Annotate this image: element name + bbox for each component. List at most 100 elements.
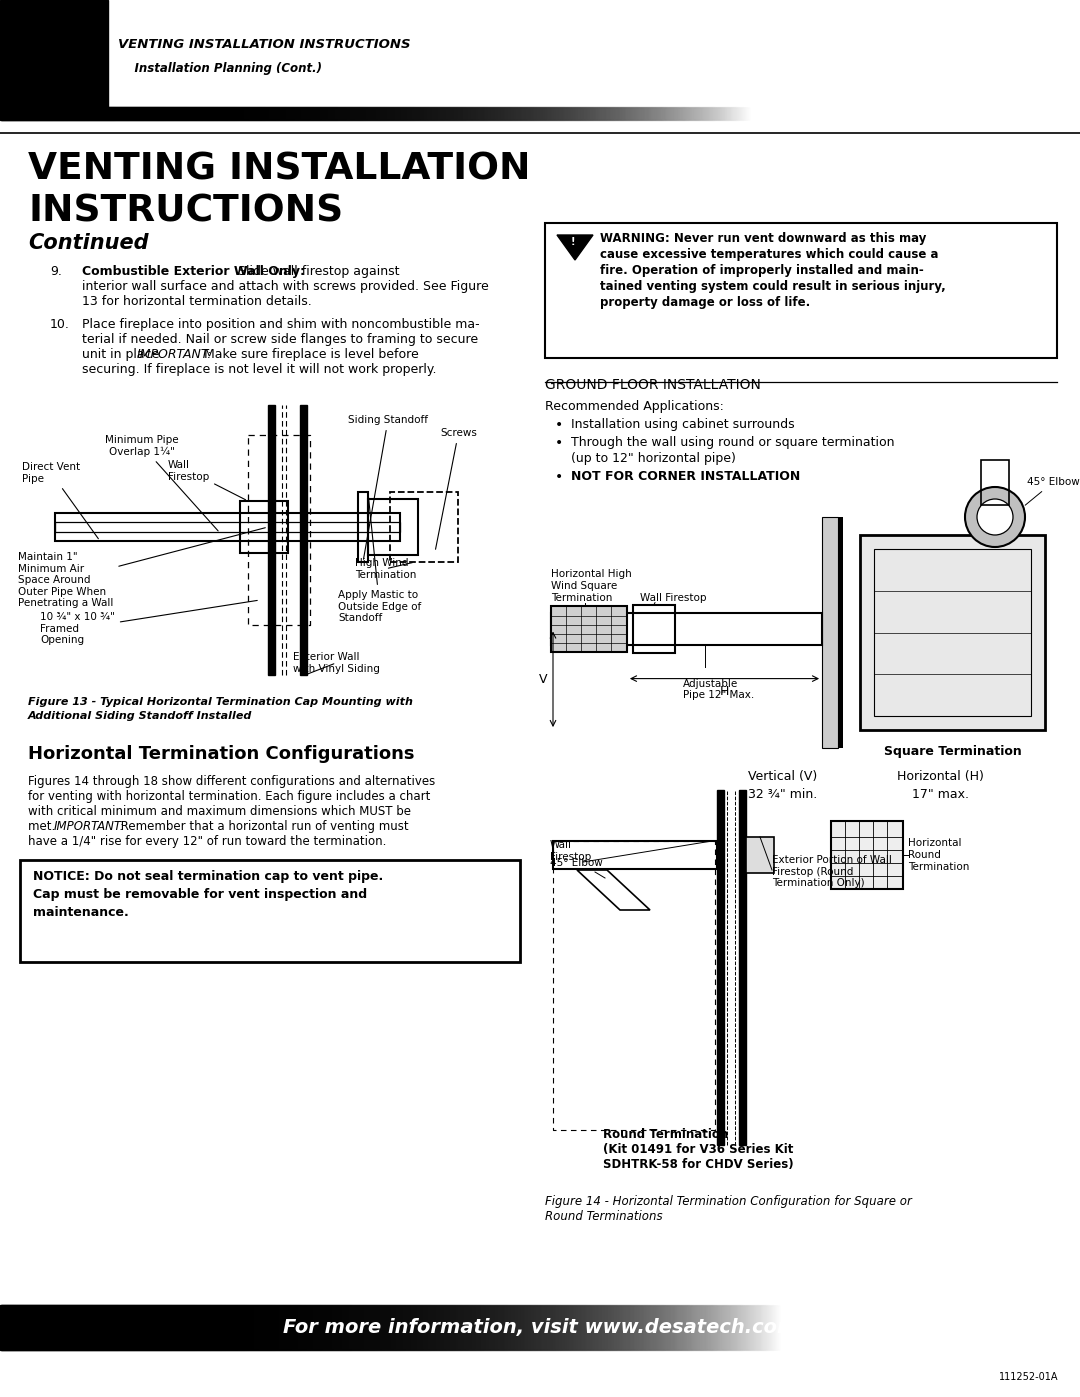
Bar bbox=[902, 1305, 904, 1350]
Bar bbox=[575, 1305, 577, 1350]
Bar bbox=[26, 108, 27, 120]
Bar bbox=[662, 108, 663, 120]
Bar bbox=[719, 108, 720, 120]
Bar bbox=[295, 1305, 297, 1350]
Bar bbox=[551, 613, 822, 644]
Bar bbox=[13, 1305, 14, 1350]
Bar bbox=[191, 1305, 192, 1350]
Bar bbox=[420, 1305, 421, 1350]
Bar bbox=[86, 108, 87, 120]
Bar bbox=[592, 108, 594, 120]
Bar bbox=[120, 1305, 121, 1350]
Bar bbox=[306, 1305, 308, 1350]
Bar bbox=[59, 1305, 60, 1350]
Bar bbox=[319, 108, 321, 120]
Bar bbox=[54, 108, 55, 120]
Bar bbox=[754, 1305, 756, 1350]
Bar bbox=[551, 108, 553, 120]
Bar bbox=[338, 1305, 339, 1350]
Bar bbox=[954, 108, 956, 120]
Bar bbox=[278, 108, 280, 120]
Bar bbox=[32, 108, 33, 120]
Bar bbox=[882, 1305, 883, 1350]
Bar bbox=[828, 108, 829, 120]
Bar bbox=[746, 1305, 747, 1350]
Bar bbox=[476, 108, 477, 120]
Bar bbox=[824, 108, 825, 120]
Bar bbox=[388, 1305, 390, 1350]
Bar bbox=[726, 1305, 728, 1350]
Bar bbox=[211, 108, 213, 120]
Bar bbox=[79, 1305, 81, 1350]
Bar bbox=[53, 108, 54, 120]
Bar bbox=[832, 108, 834, 120]
Bar bbox=[604, 1305, 606, 1350]
Bar bbox=[438, 1305, 440, 1350]
Bar bbox=[132, 1305, 134, 1350]
Bar bbox=[926, 108, 928, 120]
Bar bbox=[599, 108, 600, 120]
Bar bbox=[509, 108, 511, 120]
Bar bbox=[87, 108, 89, 120]
Bar bbox=[705, 108, 706, 120]
Bar bbox=[589, 1305, 591, 1350]
Bar bbox=[1066, 108, 1067, 120]
Bar bbox=[1038, 1305, 1039, 1350]
Bar bbox=[531, 108, 532, 120]
Bar bbox=[192, 1305, 193, 1350]
Bar bbox=[337, 108, 338, 120]
Bar bbox=[50, 108, 52, 120]
Bar bbox=[762, 108, 764, 120]
Bar bbox=[173, 1305, 175, 1350]
Bar bbox=[1063, 1305, 1065, 1350]
Bar bbox=[789, 108, 792, 120]
Bar bbox=[1068, 108, 1069, 120]
Bar bbox=[368, 108, 369, 120]
Bar bbox=[609, 108, 610, 120]
Bar bbox=[190, 1305, 191, 1350]
Bar bbox=[451, 108, 453, 120]
Bar bbox=[259, 108, 260, 120]
Bar bbox=[285, 108, 286, 120]
Bar bbox=[829, 108, 831, 120]
Bar bbox=[94, 1305, 95, 1350]
Text: Combustible Exterior Wall Only:: Combustible Exterior Wall Only: bbox=[82, 265, 305, 278]
Bar bbox=[582, 108, 583, 120]
Bar bbox=[951, 1305, 954, 1350]
Bar bbox=[568, 108, 569, 120]
Bar bbox=[897, 108, 900, 120]
Bar bbox=[939, 1305, 940, 1350]
Bar bbox=[1028, 1305, 1029, 1350]
Bar bbox=[245, 1305, 246, 1350]
Bar bbox=[1065, 1305, 1067, 1350]
Bar bbox=[633, 1305, 635, 1350]
Bar bbox=[515, 108, 516, 120]
Bar bbox=[678, 1305, 679, 1350]
Bar bbox=[17, 1305, 18, 1350]
Bar bbox=[685, 108, 687, 120]
Bar bbox=[990, 108, 991, 120]
Bar bbox=[713, 1305, 715, 1350]
Bar bbox=[761, 1305, 762, 1350]
Bar bbox=[569, 108, 570, 120]
Bar bbox=[813, 108, 814, 120]
Bar bbox=[739, 1305, 741, 1350]
Bar bbox=[680, 1305, 681, 1350]
Bar bbox=[588, 108, 590, 120]
Bar bbox=[696, 108, 698, 120]
Bar bbox=[795, 108, 797, 120]
Bar bbox=[45, 108, 46, 120]
Bar bbox=[436, 1305, 437, 1350]
Bar bbox=[309, 108, 311, 120]
Bar bbox=[845, 1305, 847, 1350]
Bar bbox=[258, 108, 259, 120]
Bar bbox=[576, 108, 578, 120]
Bar bbox=[329, 108, 330, 120]
Bar bbox=[431, 108, 432, 120]
Bar bbox=[801, 1305, 802, 1350]
Bar bbox=[495, 108, 497, 120]
Bar bbox=[281, 1305, 283, 1350]
Bar bbox=[111, 108, 112, 120]
Bar bbox=[30, 108, 31, 120]
Bar bbox=[442, 1305, 444, 1350]
